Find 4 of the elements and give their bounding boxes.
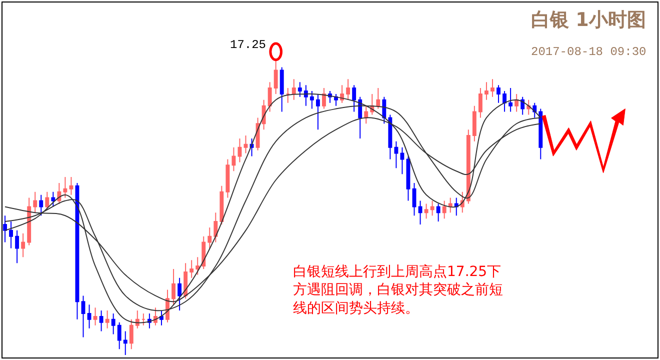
text: 白银 1小时图 [531, 9, 646, 31]
text: 17.25 [230, 38, 266, 52]
annotation: 白银短线上行到上周高点17.25下方遇阻回调，白银对其突破之前短线的区间势头持续。 [293, 264, 503, 316]
text: 2017-08-18 09:30 [531, 45, 646, 59]
